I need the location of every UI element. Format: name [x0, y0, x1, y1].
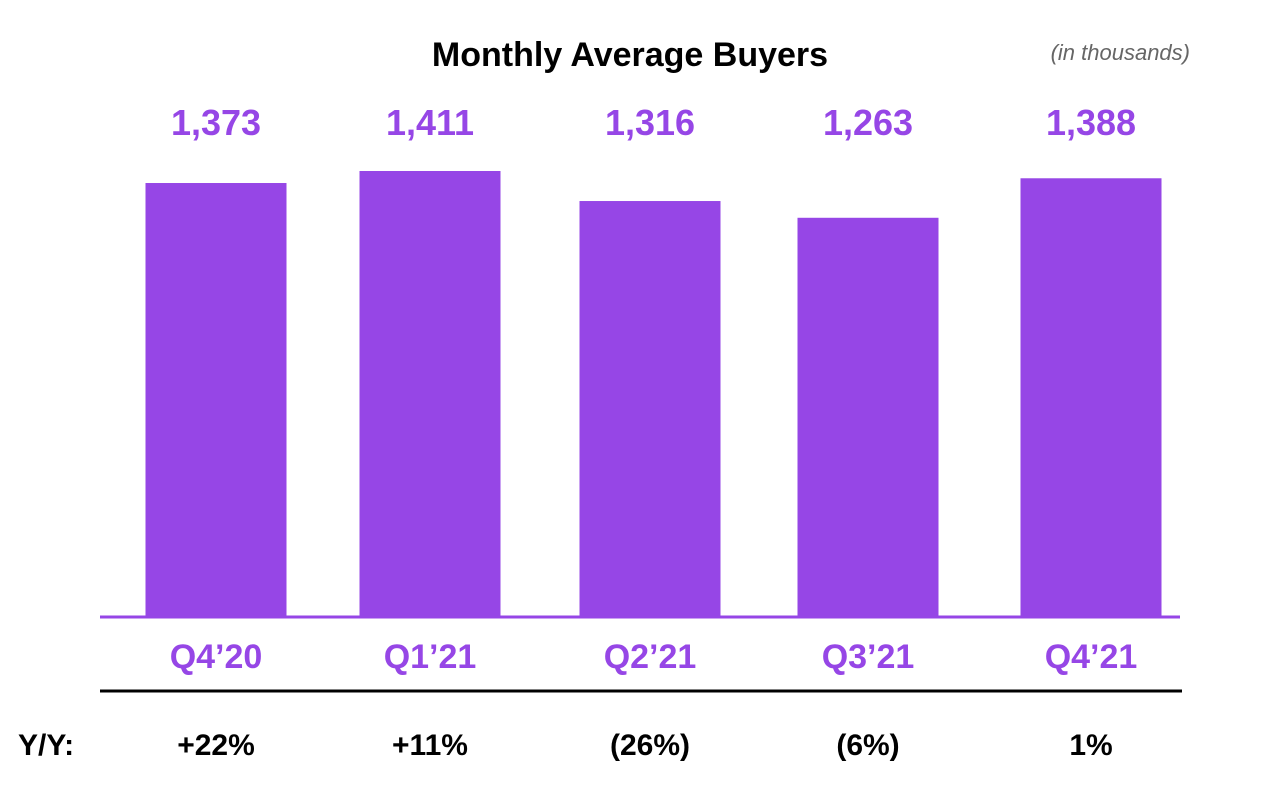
yoy-row-label: Y/Y: — [18, 729, 74, 762]
x-tick-label-3: Q3’21 — [822, 638, 915, 676]
x-tick-label-1: Q1’21 — [384, 638, 477, 676]
chart-subtitle: (in thousands) — [1051, 40, 1190, 65]
yoy-value-0: +22% — [177, 729, 255, 762]
bar-0 — [145, 183, 287, 617]
bar-value-label-4: 1,388 — [1046, 102, 1136, 143]
x-tick-label-2: Q2’21 — [604, 638, 697, 676]
yoy-values-group: +22% +11% (26%) (6%) 1% — [177, 729, 1112, 762]
bar-value-label-3: 1,263 — [823, 102, 913, 143]
bar-value-label-2: 1,316 — [605, 102, 695, 143]
bar-4 — [1020, 178, 1162, 617]
yoy-value-2: (26%) — [610, 729, 690, 762]
yoy-value-3: (6%) — [836, 729, 899, 762]
category-labels-group: Q4’20 Q1’21 Q2’21 Q3’21 Q4’21 — [170, 638, 1138, 676]
chart-title: Monthly Average Buyers — [432, 36, 828, 74]
bar-3 — [797, 217, 939, 617]
bar-2 — [579, 201, 721, 617]
bar-value-label-1: 1,411 — [386, 102, 474, 143]
bar-1 — [359, 171, 501, 617]
yoy-value-1: +11% — [392, 729, 468, 762]
bar-value-label-0: 1,373 — [171, 102, 261, 143]
bars-group — [145, 171, 1162, 617]
x-tick-label-4: Q4’21 — [1045, 638, 1138, 676]
value-labels-group: 1,373 1,411 1,316 1,263 1,388 — [171, 102, 1136, 143]
x-tick-label-0: Q4’20 — [170, 638, 263, 676]
yoy-value-4: 1% — [1069, 729, 1112, 762]
